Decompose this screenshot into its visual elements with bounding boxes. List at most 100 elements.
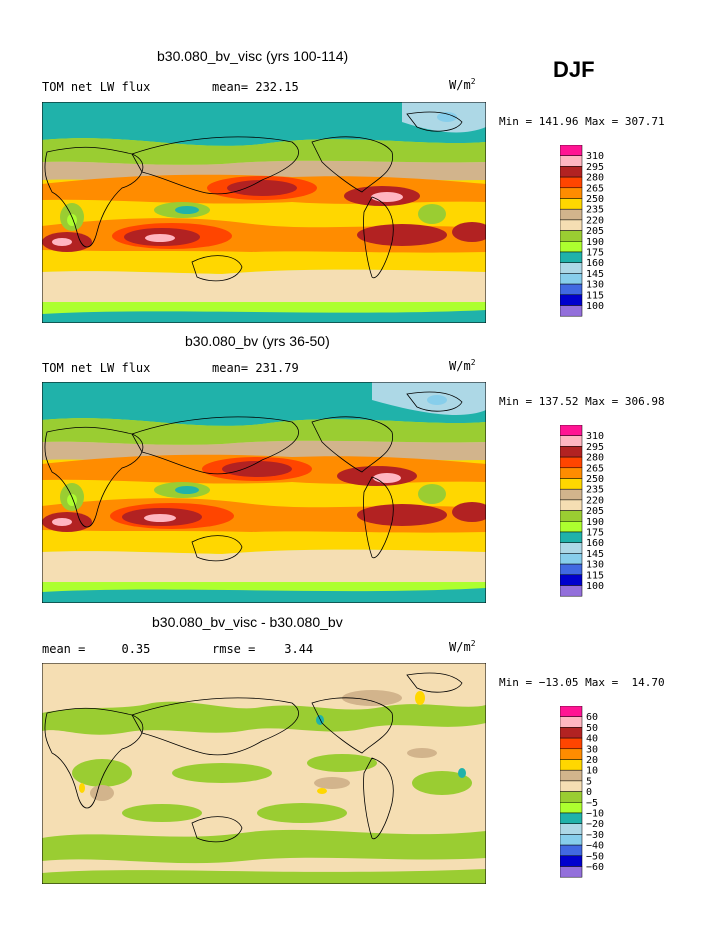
legend-label: 250 [586, 194, 604, 205]
legend-swatch [560, 145, 583, 156]
legend-label: 50 [586, 723, 598, 734]
panel1-minmax: Min = 141.96 Max = 307.71 [499, 115, 665, 128]
legend-label: 190 [586, 517, 604, 528]
legend-swatch [560, 521, 583, 533]
legend-label: 190 [586, 237, 604, 248]
legend-swatch [560, 305, 583, 317]
legend-swatch [560, 866, 583, 878]
legend-label: 175 [586, 248, 604, 259]
panel3-minmax: Min = −13.05 Max = 14.70 [499, 676, 665, 689]
legend-swatch [560, 273, 583, 285]
legend-swatch [560, 855, 583, 867]
legend-label: 40 [586, 734, 598, 745]
legend-label: −10 [586, 809, 604, 820]
panel3-mean-label: mean = 0.35 [42, 642, 151, 656]
legend-label: 130 [586, 560, 604, 571]
legend-label: 100 [586, 301, 604, 312]
legend-swatch [560, 748, 583, 760]
legend-swatch [560, 208, 583, 221]
legend-swatch [560, 241, 583, 253]
legend-label: 160 [586, 538, 604, 549]
legend-label: 0 [586, 787, 592, 798]
legend-swatch [560, 187, 583, 199]
season-label: DJF [553, 57, 595, 82]
legend-swatch [560, 219, 583, 231]
legend-label: 235 [586, 205, 604, 216]
legend-swatch [560, 294, 583, 306]
legend-swatch [560, 769, 583, 782]
legend-label: 295 [586, 442, 604, 453]
legend-label: 20 [586, 755, 598, 766]
legend-label: 175 [586, 528, 604, 539]
panel2-legend: 3102952802652502352202051901751601451301… [560, 425, 604, 597]
legend-label: −50 [586, 851, 604, 862]
legend-label: 5 [586, 776, 592, 787]
legend-label: 310 [586, 151, 604, 162]
panel2-map [42, 382, 486, 603]
legend-swatch [560, 262, 583, 274]
legend-swatch [560, 283, 583, 296]
legend-swatch [560, 802, 583, 814]
legend-swatch [560, 553, 583, 565]
legend-swatch [560, 780, 583, 792]
legend-label: 265 [586, 183, 604, 194]
legend-label: 220 [586, 495, 604, 506]
legend-swatch [560, 456, 583, 469]
legend-label: 100 [586, 581, 604, 592]
panel3-map [42, 663, 486, 884]
legend-swatch [560, 706, 583, 717]
legend-swatch [560, 251, 583, 263]
legend-swatch [560, 435, 583, 447]
legend-swatch [560, 446, 583, 458]
panel2-minmax: Min = 137.52 Max = 306.98 [499, 395, 665, 408]
legend-swatch [560, 759, 583, 771]
legend-label: −40 [586, 841, 604, 852]
legend-swatch [560, 834, 583, 846]
panel1-legend: 3102952802652502352202051901751601451301… [560, 145, 604, 317]
legend-label: −20 [586, 819, 604, 830]
legend-label: 295 [586, 162, 604, 173]
legend-label: 280 [586, 453, 604, 464]
legend-swatch [560, 823, 583, 835]
legend-swatch [560, 844, 583, 857]
panel3-units: W/m2 [449, 639, 476, 654]
legend-label: −30 [586, 830, 604, 841]
legend-swatch [560, 737, 583, 750]
legend-label: 250 [586, 474, 604, 485]
legend-label: 145 [586, 549, 604, 560]
legend-label: 10 [586, 766, 598, 777]
legend-swatch [560, 166, 583, 178]
panel3-rmse-label: rmse = 3.44 [212, 642, 314, 656]
legend-label: 265 [586, 463, 604, 474]
legend-swatch [560, 499, 583, 511]
legend-swatch [560, 531, 583, 543]
panel3-title: b30.080_bv_visc - b30.080_bv [152, 614, 343, 630]
legend-label: 160 [586, 258, 604, 269]
legend-swatch [560, 155, 583, 167]
legend-swatch [560, 791, 583, 803]
legend-swatch [560, 574, 583, 586]
legend-swatch [560, 812, 583, 824]
legend-label: 205 [586, 506, 604, 517]
legend-label: 115 [586, 570, 604, 581]
legend-swatch [560, 542, 583, 554]
legend-swatch [560, 716, 583, 728]
legend-swatch [560, 198, 583, 210]
panel2-title: b30.080_bv (yrs 36-50) [185, 333, 330, 349]
panel2-mean-label: mean= 231.79 [212, 361, 299, 375]
panel1-map [42, 102, 486, 323]
legend-label: 115 [586, 290, 604, 301]
legend-label: 60 [586, 712, 598, 723]
legend-swatch [560, 488, 583, 501]
legend-label: 30 [586, 744, 598, 755]
legend-swatch [560, 467, 583, 479]
panel1-title: b30.080_bv_visc (yrs 100-114) [157, 48, 349, 64]
legend-swatch [560, 478, 583, 490]
legend-label: 220 [586, 215, 604, 226]
legend-label: 280 [586, 173, 604, 184]
panel2-units: W/m2 [449, 358, 476, 373]
legend-swatch [560, 510, 583, 522]
panel1-variable-label: TOM net LW flux [42, 80, 151, 94]
legend-swatch [560, 176, 583, 189]
